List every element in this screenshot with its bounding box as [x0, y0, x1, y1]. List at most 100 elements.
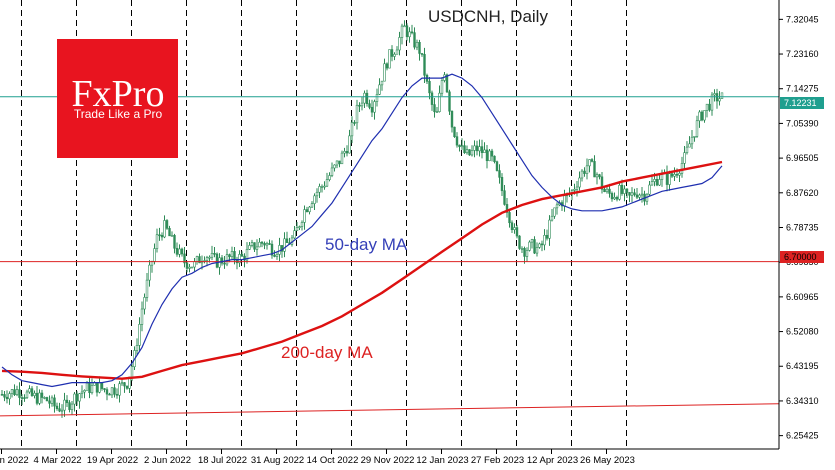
candle-body	[370, 107, 374, 113]
candle-body	[418, 42, 421, 54]
candle-body	[148, 264, 151, 281]
candle-body	[553, 207, 556, 217]
candle-body	[315, 191, 319, 197]
candle-body	[120, 382, 124, 385]
candle-body	[88, 382, 91, 394]
candle-body	[625, 188, 629, 193]
candle-body	[255, 246, 259, 250]
candle-body	[685, 146, 689, 153]
candle-body	[475, 145, 479, 152]
candle-body	[108, 393, 111, 396]
candle-body	[58, 408, 61, 412]
candle-body	[430, 92, 434, 105]
candle-body	[38, 392, 41, 404]
candle-body	[213, 253, 216, 255]
fxpro-logo: FxPro Trade Like a Pro	[57, 39, 178, 158]
candle-body	[398, 37, 401, 51]
candle-body	[143, 297, 146, 310]
y-tick-label: 6.87620	[786, 188, 819, 198]
candle-body	[468, 149, 471, 156]
candle-body	[515, 227, 519, 237]
candle-body	[115, 394, 119, 396]
candle-body	[478, 146, 481, 152]
candle-body	[610, 193, 614, 200]
candle-body	[80, 391, 84, 394]
candle-body	[393, 53, 396, 57]
candle-body	[333, 164, 336, 169]
candle-body	[155, 234, 159, 249]
candle-body	[15, 389, 19, 396]
ma200-label: 200-day MA	[281, 343, 373, 362]
candle-body	[20, 397, 24, 399]
candle-body	[48, 400, 51, 404]
candle-body	[305, 209, 309, 213]
candle-body	[690, 136, 694, 145]
candle-body	[275, 254, 279, 257]
candle-body	[493, 155, 496, 162]
candle-body	[318, 186, 321, 193]
candle-body	[518, 235, 521, 249]
candle-body	[715, 93, 719, 102]
candle-body	[348, 135, 351, 154]
candle-body	[668, 173, 671, 185]
candle-body	[708, 103, 711, 111]
candle-body	[168, 228, 171, 237]
candle-body	[5, 396, 9, 400]
candle-body	[428, 81, 431, 94]
candle-body	[270, 243, 274, 256]
candle-body	[245, 249, 249, 261]
candle-body	[390, 49, 394, 57]
candle-body	[448, 91, 451, 112]
candle-body	[368, 103, 371, 108]
candle-body	[263, 243, 266, 246]
low-support-line	[0, 403, 780, 417]
candle-body	[43, 397, 46, 399]
candle-body	[175, 247, 179, 255]
candle-body	[603, 189, 606, 193]
candle-body	[638, 194, 641, 198]
candle-body	[83, 390, 86, 393]
candle-body	[28, 388, 31, 393]
candle-body	[118, 383, 121, 396]
candle-body	[323, 185, 326, 188]
candle-body	[365, 92, 369, 104]
candle-body	[438, 92, 441, 112]
candle-body	[23, 397, 26, 399]
current-price-tag: 7.12231	[780, 97, 824, 109]
y-tick-label: 6.43195	[786, 361, 819, 371]
candle-body	[538, 243, 541, 248]
candle-body	[135, 345, 139, 351]
candle-body	[700, 111, 704, 121]
candle-body	[40, 392, 44, 398]
candle-body	[183, 253, 186, 264]
candle-body	[633, 192, 636, 196]
candle-body	[113, 387, 116, 395]
candle-body	[695, 120, 699, 137]
candle-body	[615, 197, 619, 200]
current-price-tag-bg	[780, 97, 824, 109]
ma50-line	[1, 73, 723, 388]
candle-body	[395, 49, 399, 55]
y-tick-label: 6.52080	[786, 327, 819, 337]
candle-body	[470, 150, 474, 156]
y-tick-label: 7.05390	[786, 118, 819, 128]
candle-body	[345, 151, 349, 154]
candle-body	[338, 160, 341, 165]
candle-body	[153, 248, 156, 262]
candle-body	[703, 110, 706, 121]
y-tick-label: 7.23160	[786, 49, 819, 59]
candle-body	[123, 382, 126, 387]
level-price-tag-bg	[780, 251, 824, 263]
candle-body	[248, 245, 251, 250]
candle-body	[13, 389, 16, 396]
chart-title: USDCNH, Daily	[428, 7, 548, 26]
x-tick-label: 19 Jan 2022	[0, 455, 29, 466]
candle-body	[303, 209, 306, 223]
candle-body	[180, 248, 184, 255]
candle-body	[310, 203, 314, 208]
candle-body	[530, 239, 534, 243]
candle-body	[75, 393, 79, 402]
candle-body	[698, 111, 701, 122]
candle-body	[535, 247, 539, 254]
